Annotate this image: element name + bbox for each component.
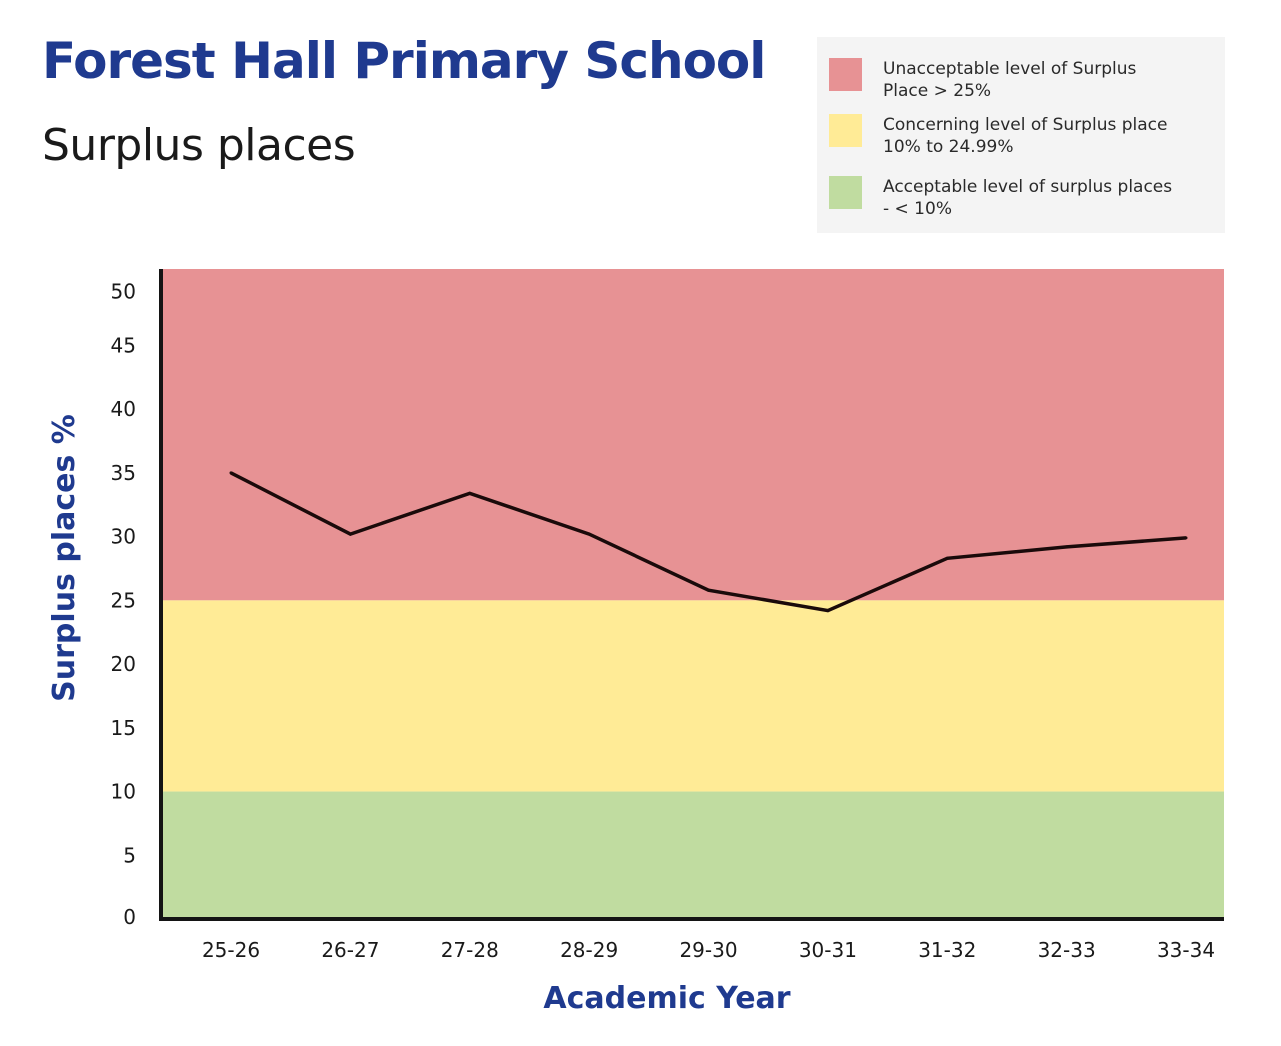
y-tick-label: 20 bbox=[111, 652, 136, 676]
legend: Unacceptable level of Surplus Place > 25… bbox=[817, 37, 1225, 233]
legend-label: Concerning level of Surplus place bbox=[883, 115, 1168, 135]
band-concerning bbox=[161, 600, 1224, 792]
legend-swatch-acceptable bbox=[829, 176, 862, 209]
data-point bbox=[1065, 545, 1069, 549]
legend-swatch-concerning bbox=[829, 114, 862, 147]
legend-label: 10% to 24.99% bbox=[883, 137, 1014, 157]
data-point bbox=[1184, 536, 1188, 540]
x-tick-label: 30-31 bbox=[799, 938, 857, 962]
legend-label: - < 10% bbox=[883, 199, 952, 219]
x-axis-title: Academic Year bbox=[543, 981, 790, 1016]
y-tick-label: 35 bbox=[111, 461, 136, 485]
legend-label: Unacceptable level of Surplus bbox=[883, 59, 1137, 79]
x-axis-ticks: 25-26 26-27 27-28 28-29 29-30 30-31 31-32 32-33… bbox=[202, 938, 1215, 962]
x-tick-label: 29-30 bbox=[679, 938, 737, 962]
legend-label: Place > 25% bbox=[883, 81, 992, 101]
legend-label: Acceptable level of surplus places bbox=[883, 177, 1173, 197]
y-axis-title: Surplus places % bbox=[47, 414, 82, 702]
band-acceptable bbox=[161, 791, 1224, 919]
chart-subtitle: Surplus places bbox=[42, 120, 356, 171]
data-point bbox=[348, 532, 352, 536]
data-point bbox=[707, 588, 710, 592]
y-tick-label: 45 bbox=[111, 333, 136, 357]
x-tick-label: 31-32 bbox=[918, 938, 976, 962]
data-point bbox=[945, 556, 949, 560]
data-point bbox=[229, 471, 233, 475]
band-unacceptable bbox=[161, 269, 1224, 601]
legend-item-acceptable: Acceptable level of surplus places - < 1… bbox=[829, 176, 1213, 220]
y-tick-label: 40 bbox=[111, 397, 136, 421]
y-tick-label: 30 bbox=[111, 525, 136, 549]
y-tick-label: 5 bbox=[123, 843, 136, 867]
y-tick-label: 15 bbox=[111, 716, 136, 740]
threshold-bands bbox=[161, 269, 1224, 919]
series-line-layer bbox=[229, 471, 1188, 613]
legend-item-unacceptable: Unacceptable level of Surplus Place > 25… bbox=[829, 58, 1213, 102]
x-tick-label: 26-27 bbox=[321, 938, 379, 962]
x-tick-label: 25-26 bbox=[202, 938, 260, 962]
axes bbox=[159, 269, 1224, 921]
y-tick-label: 0 bbox=[123, 905, 136, 929]
y-tick-label: 25 bbox=[111, 588, 136, 612]
data-point bbox=[587, 532, 591, 536]
legend-swatch-unacceptable bbox=[829, 58, 862, 91]
x-tick-label: 27-28 bbox=[441, 938, 499, 962]
y-tick-label: 50 bbox=[111, 280, 136, 304]
x-tick-label: 32-33 bbox=[1038, 938, 1096, 962]
chart-title: Forest Hall Primary School bbox=[42, 32, 766, 90]
y-axis-ticks: 0 5 10 15 20 25 30 35 40 45 50 bbox=[111, 280, 136, 929]
x-tick-label: 28-29 bbox=[560, 938, 618, 962]
legend-item-concerning: Concerning level of Surplus place 10% to… bbox=[829, 114, 1213, 158]
data-point bbox=[468, 491, 472, 495]
x-tick-label: 33-34 bbox=[1157, 938, 1215, 962]
y-tick-label: 10 bbox=[111, 780, 136, 804]
data-point bbox=[826, 609, 830, 613]
